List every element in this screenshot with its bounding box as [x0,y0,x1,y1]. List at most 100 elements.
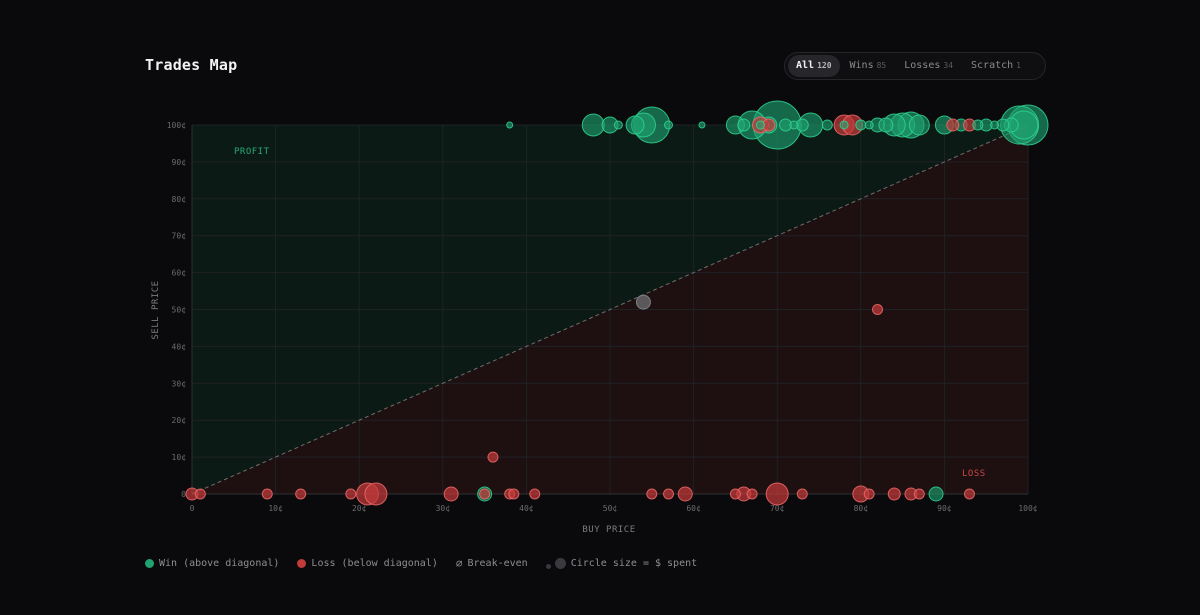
breakeven-line [191,124,1029,495]
win-point [908,114,930,136]
x-tick-label: 80¢ [854,504,869,513]
size-large-icon [554,558,566,569]
legend: Win (above diagonal) Loss (below diagona… [145,557,697,570]
y-tick-label: 50¢ [172,306,187,315]
trades-scatter-chart: 0 10¢ 20¢ 30¢ 40¢ 50¢ 60¢ 70¢ 80¢ 90¢ 100¢ 0 10¢ 20¢ 3… [151,100,1049,535]
y-tick-label: 60¢ [172,269,187,278]
loss-point [887,487,901,501]
x-tick-label: 60¢ [686,504,701,513]
x-tick-label: 100¢ [1018,504,1037,513]
x-tick-label: 40¢ [519,504,534,513]
win-point [990,120,1000,130]
loss-point [946,118,960,132]
loss-point [663,488,675,500]
legend-loss-label: Loss (below diagonal) [311,558,438,569]
filter-scratch[interactable]: Scratch 1 [963,55,1029,77]
win-point [855,119,867,131]
y-tick-label: 80¢ [172,195,187,204]
loss-point [913,488,925,500]
loss-swatch [297,559,307,568]
win-point [755,120,765,130]
filter-count: 34 [943,61,954,70]
filter-count: 1 [1016,61,1021,70]
y-axis-label: SELL PRICE [151,280,161,339]
loss-point [479,488,491,500]
loss-point [746,488,758,500]
ticks: 0 10¢ 20¢ 30¢ 40¢ 50¢ 60¢ 70¢ 80¢ 90¢ 100¢ 0 10¢ 20¢ 3… [167,121,1038,513]
legend-size: Circle size = $ spent [545,558,698,569]
grid [191,124,1029,495]
filter-wins[interactable]: Wins 85 [842,55,895,77]
zone-label-profit: PROFIT [234,147,270,157]
y-tick-label: 20¢ [172,416,187,425]
size-small-icon [545,563,551,569]
loss-point [963,488,975,500]
x-axis-label: BUY PRICE [582,525,635,535]
loss-point [529,488,541,500]
filter-segmented-control: All 120 Wins 85 Losses 34 Scratch 1 [784,52,1046,80]
loss-point [364,482,388,506]
filter-count: 120 [817,61,832,70]
y-tick-label: 90¢ [172,158,187,167]
filter-count: 85 [876,61,887,70]
win-point [506,121,514,129]
y-tick-label: 30¢ [172,379,187,388]
legend-win-label: Win (above diagonal) [159,558,280,569]
y-tick-label: 40¢ [172,342,187,351]
filter-label: All [796,60,815,71]
legend-breakeven: ⌀ Break-even [456,557,528,570]
zone-label-loss: LOSS [962,469,986,479]
loss-point [194,488,206,500]
win-point [737,118,751,132]
page-title: Trades Map [145,56,238,74]
filter-losses[interactable]: Losses 34 [896,55,961,77]
win-point [972,119,984,131]
loss-point [765,482,789,506]
x-tick-label: 90¢ [937,504,952,513]
loss-point [261,488,273,500]
filter-label: Losses [904,60,941,71]
scratch-point [635,294,651,310]
win-point [839,120,849,130]
win-point [864,120,874,130]
win-point [625,115,645,135]
win-point [928,486,944,502]
x-tick-label: 0 [190,504,195,513]
y-tick-label: 100¢ [167,121,186,130]
y-tick-label: 10¢ [172,453,187,462]
x-tick-label: 50¢ [603,504,618,513]
win-point [613,120,623,130]
legend-loss: Loss (below diagonal) [297,558,438,569]
loss-point [345,488,357,500]
breakeven-icon: ⌀ [455,557,463,570]
win-point [878,117,894,133]
filter-all[interactable]: All 120 [788,55,840,77]
loss-point [646,488,658,500]
filter-label: Wins [849,60,874,71]
loss-point [295,488,307,500]
x-tick-label: 30¢ [436,504,451,513]
loss-point [729,488,741,500]
x-tick-label: 10¢ [268,504,283,513]
win-point [581,113,605,137]
win-point [698,121,706,129]
win-point [664,120,674,130]
win-swatch [145,559,154,568]
loss-point [796,488,808,500]
loss-point [508,488,520,500]
data-points [185,100,1049,506]
y-tick-label: 0 [181,490,186,499]
y-tick-label: 70¢ [172,232,187,241]
legend-breakeven-label: Break-even [467,558,528,569]
x-tick-label: 70¢ [770,504,785,513]
loss-point [863,488,875,500]
win-point [789,120,799,130]
loss-point [677,486,693,502]
legend-size-label: Circle size = $ spent [570,558,698,569]
legend-win: Win (above diagonal) [145,558,279,569]
win-point [821,119,833,131]
loss-point [872,304,884,315]
loss-point [487,451,499,463]
loss-point [443,486,459,502]
filter-label: Scratch [971,60,1014,71]
